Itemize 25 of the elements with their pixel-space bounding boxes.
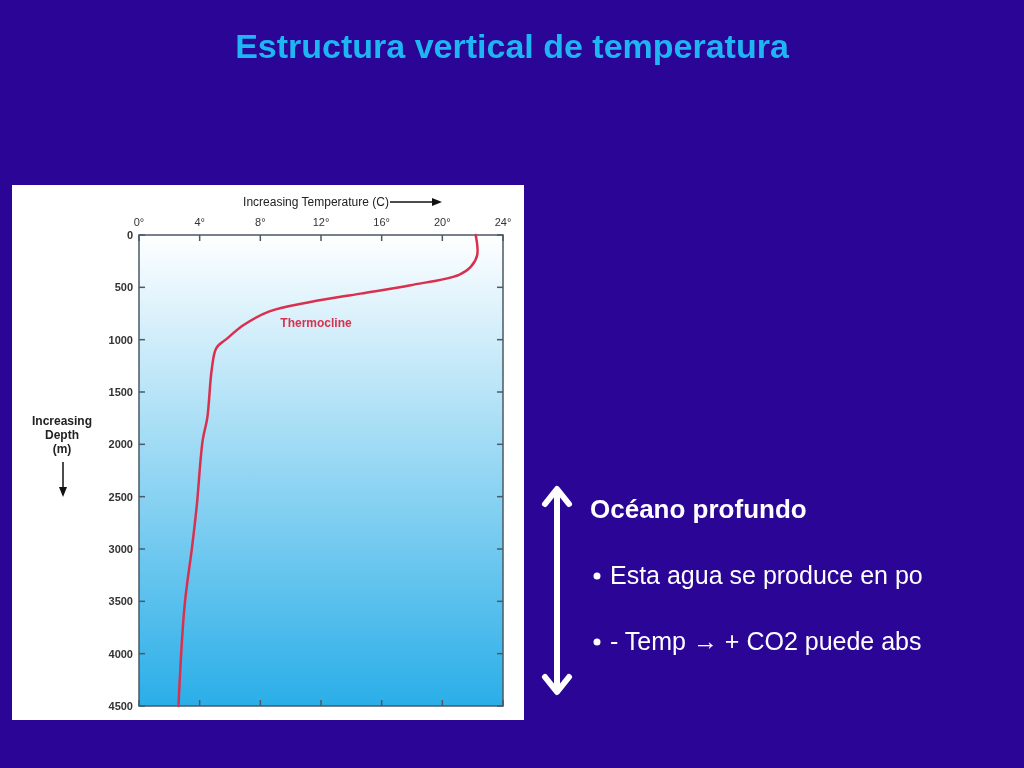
text: Océano profundo	[590, 494, 807, 524]
y-axis-title: Increasing Depth (m)	[31, 414, 93, 456]
y-tick-label: 4500	[108, 700, 133, 712]
x-tick-label: 20°	[434, 216, 451, 228]
chart-title: Estructura vertical de temperatura	[235, 27, 790, 65]
x-tick-label: 12°	[312, 216, 330, 228]
y-tick-label: 500	[114, 281, 133, 294]
text: Esta agua se produce en po	[610, 561, 923, 589]
x-tick-label: 0°	[133, 216, 145, 228]
x-tick-label: 16°	[373, 216, 390, 228]
x-tick-label: 8°	[255, 216, 266, 228]
y-tick-label: 0	[126, 229, 133, 241]
y-tick-label: 2000	[108, 438, 133, 451]
x-tick-label: 4°	[194, 216, 205, 228]
y-tick-label: 3500	[108, 595, 133, 608]
annotation: Thermocline	[280, 316, 352, 330]
x-tick-label: 24°	[494, 216, 512, 228]
y-tick-label: 4000	[108, 647, 133, 660]
line-series	[177, 233, 479, 708]
text: - Temp → + CO2 puede abs	[610, 627, 922, 655]
y-tick-label: 1000	[108, 333, 133, 346]
y-tick-label: 1500	[108, 386, 133, 398]
x-axis-title: Increasing Temperature (C)	[243, 195, 389, 209]
y-tick-label: 3000	[108, 543, 133, 555]
y-tick-label: 2500	[108, 490, 133, 503]
